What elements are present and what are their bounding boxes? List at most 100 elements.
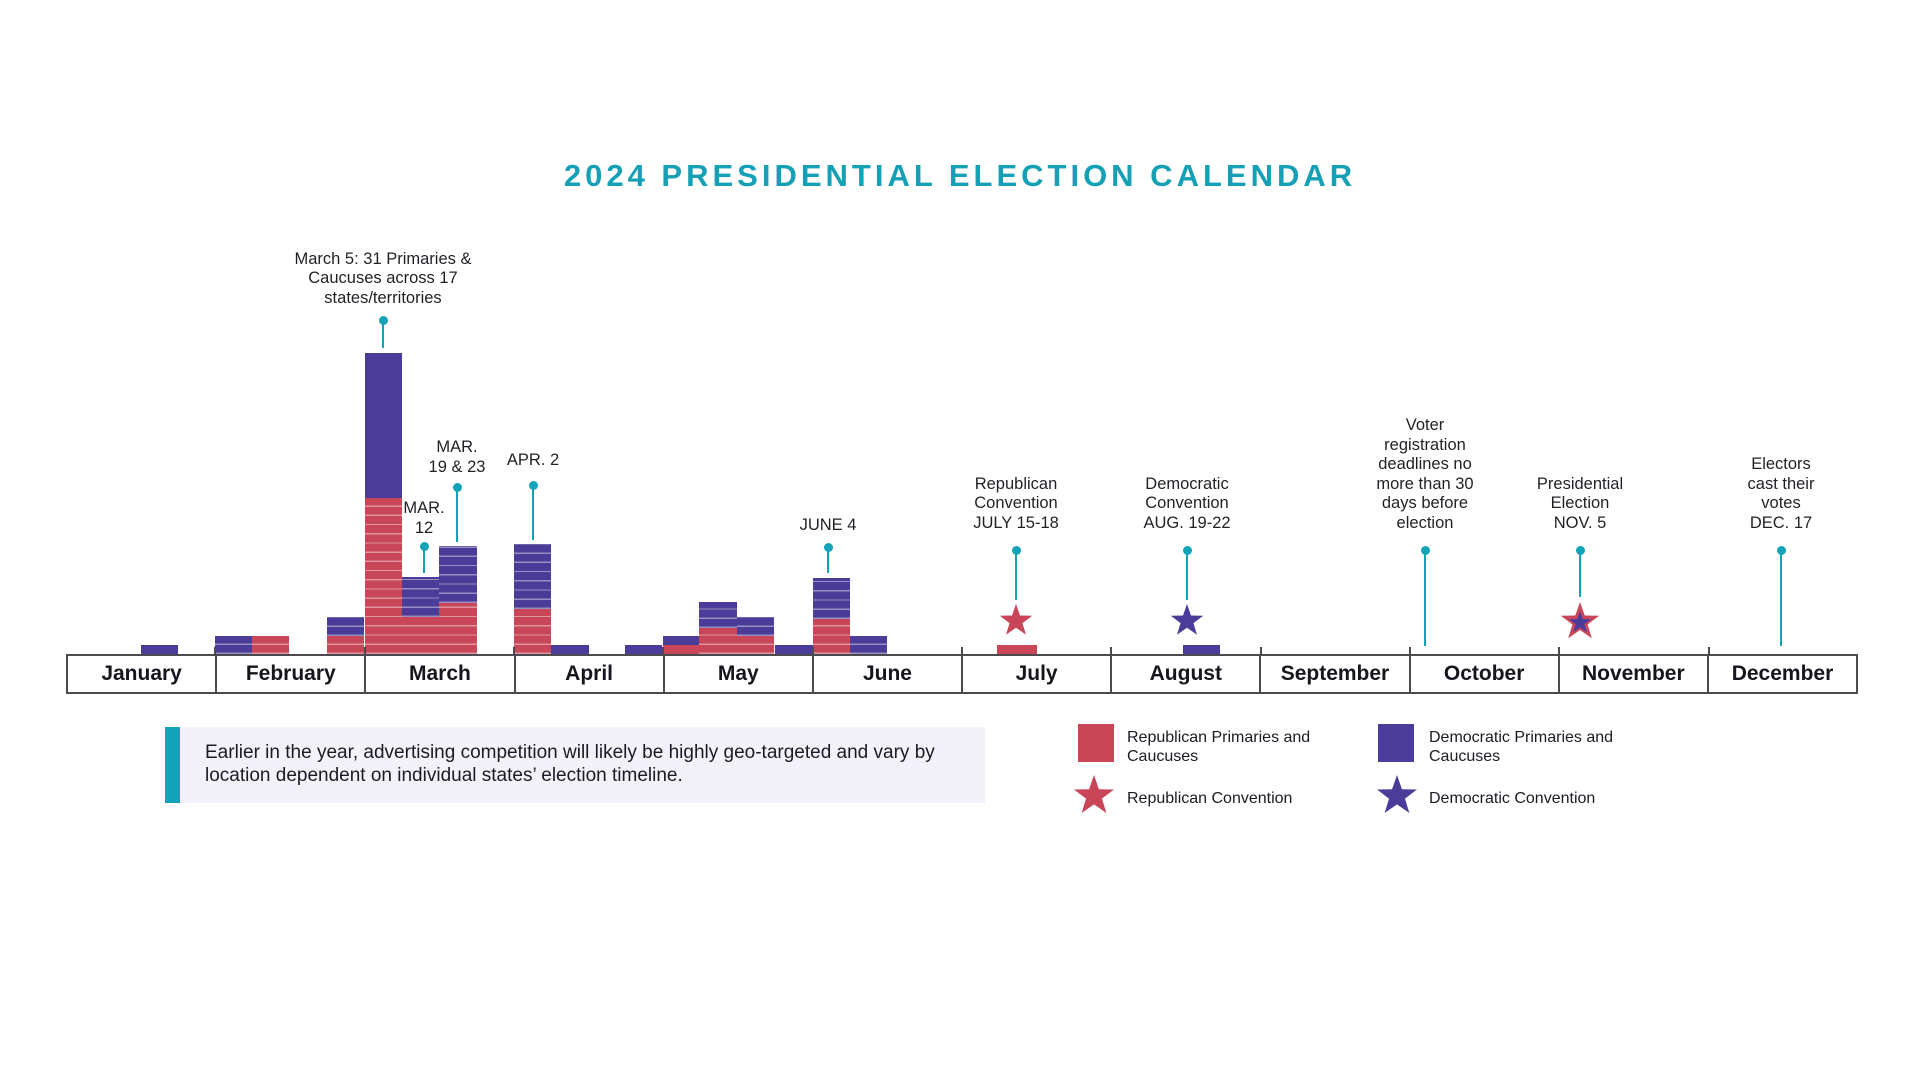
annotation-line: states/territories xyxy=(324,288,442,307)
pin-line-mar-12 xyxy=(422,546,426,573)
primaries-bar xyxy=(1183,644,1220,654)
pin-line-june-4 xyxy=(826,547,830,573)
purple-segment xyxy=(775,644,813,654)
month-cell-march: March xyxy=(366,656,516,692)
month-cell-december: December xyxy=(1731,662,1834,685)
annotation-line: Voter xyxy=(1405,416,1445,434)
purple-segment xyxy=(625,644,662,654)
annotation-line: election xyxy=(1396,513,1454,532)
annotation-line: deadlines no xyxy=(1378,455,1472,473)
primaries-bar xyxy=(514,543,551,654)
annotation-line: Presidential xyxy=(1536,474,1624,493)
red-segment xyxy=(252,635,289,654)
red-segment xyxy=(327,635,364,654)
red-segment xyxy=(997,644,1037,654)
annotation-line: registration xyxy=(1384,435,1466,454)
pin-line-mar-19-23 xyxy=(455,487,459,542)
callout-box: Earlier in the year, advertising competi… xyxy=(165,727,985,803)
purple-segment xyxy=(737,617,774,636)
annotation-republican-convention: Republican Convention JULY 15-18 xyxy=(973,475,1059,534)
primaries-bar xyxy=(141,644,178,654)
primaries-bar xyxy=(625,644,662,654)
primaries-bar xyxy=(737,617,774,654)
pin-line-apr-2 xyxy=(531,485,535,540)
annotation-line: 19 & 23 xyxy=(428,457,486,476)
pin-line-march-5 xyxy=(381,320,385,348)
purple-segment xyxy=(141,644,178,654)
primaries-bar xyxy=(813,577,850,654)
red-segment xyxy=(699,628,737,654)
annotation-line: JUNE 4 xyxy=(799,515,857,534)
pin-line-electors-cast-votes xyxy=(1779,550,1783,646)
annotation-apr-2: APR. 2 xyxy=(507,451,559,471)
month-boundary-tick xyxy=(1558,647,1561,654)
annotation-line: AUG. 19-22 xyxy=(1143,513,1231,532)
primaries-bar xyxy=(215,635,252,654)
annotation-line: JULY 15-18 xyxy=(973,513,1059,532)
month-boundary-tick xyxy=(363,647,366,654)
annotation-line: Convention xyxy=(974,494,1058,512)
pin-line-presidential-election xyxy=(1578,550,1582,597)
purple-segment xyxy=(850,635,887,654)
red-segment xyxy=(439,603,477,654)
annotation-line: more than 30 xyxy=(1376,474,1474,493)
purple-segment xyxy=(551,644,589,654)
primaries-bar xyxy=(850,635,887,654)
red-segment xyxy=(514,608,551,654)
month-axis-row: January February March April May June July Augu… xyxy=(66,654,1858,694)
annotation-presidential-election: Presidential Election NOV. 5 xyxy=(1537,475,1623,534)
purple-segment xyxy=(813,577,850,620)
month-boundary-tick xyxy=(513,647,515,654)
legend-label-democratic-convention: Democratic Convention xyxy=(1429,790,1596,807)
primaries-bar xyxy=(699,602,737,654)
purple-segment xyxy=(215,635,252,654)
month-boundary-tick xyxy=(1409,647,1411,654)
annotation-line: NOV. 5 xyxy=(1553,513,1607,532)
annotation-june-4: JUNE 4 xyxy=(800,516,857,536)
red-segment xyxy=(365,497,402,654)
month-cell-april: April xyxy=(516,656,665,692)
annotation-line: DEC. 17 xyxy=(1749,513,1813,532)
legend-label-democratic-primaries: Democratic Primaries and Caucuses xyxy=(1429,729,1614,765)
month-cell-february: February xyxy=(217,656,367,692)
annotation-march-5: March 5: 31 Primaries & Caucuses across 1… xyxy=(295,250,472,309)
primaries-bar xyxy=(402,576,439,654)
chart-title: 2024 PRESIDENTIAL ELECTION CALENDAR xyxy=(563,158,1357,193)
pin-line-voter-registration xyxy=(1423,550,1427,646)
annotation-line: days before xyxy=(1381,494,1469,512)
annotation-line: Caucuses across 17 xyxy=(308,269,458,287)
annotation-line: votes xyxy=(1761,494,1801,512)
presidential-election-star-icon xyxy=(1560,602,1600,642)
month-boundary-tick xyxy=(961,647,963,654)
annotation-line: Election xyxy=(1550,494,1610,512)
annotation-mar-12: MAR. 12 xyxy=(403,499,444,538)
month-cell-june: June xyxy=(814,656,964,692)
primaries-bar xyxy=(775,644,813,654)
annotation-electors-cast-votes: Electors cast their votes DEC. 17 xyxy=(1748,455,1815,533)
annotation-voter-registration: Voter registration deadlines no more than 3… xyxy=(1376,416,1473,533)
month-boundary-tick xyxy=(214,647,217,654)
month-cell-august: August xyxy=(1112,656,1262,692)
month-cell-september: September xyxy=(1261,656,1411,692)
month-boundary-tick xyxy=(1707,647,1710,654)
callout-accent-bar xyxy=(165,727,180,803)
purple-segment xyxy=(365,353,402,498)
purple-segment xyxy=(439,546,477,604)
annotation-line: Democratic xyxy=(1145,474,1229,493)
annotation-line: MAR. xyxy=(436,438,478,456)
red-segment xyxy=(402,617,439,654)
red-segment xyxy=(737,635,774,654)
republican-convention-star-icon xyxy=(999,604,1033,638)
annotation-line: cast their xyxy=(1747,474,1815,493)
primaries-bar xyxy=(252,635,289,654)
pin-line-democratic-convention xyxy=(1185,550,1189,600)
month-cell-november: November xyxy=(1560,656,1709,692)
republican-convention-star-icon xyxy=(1073,775,1115,817)
primaries-bar xyxy=(439,546,477,654)
annotation-line: MAR. xyxy=(403,499,445,517)
purple-segment xyxy=(514,543,551,609)
purple-segment xyxy=(663,635,699,645)
annotation-line: APR. 2 xyxy=(506,450,560,469)
red-segment xyxy=(813,619,850,654)
